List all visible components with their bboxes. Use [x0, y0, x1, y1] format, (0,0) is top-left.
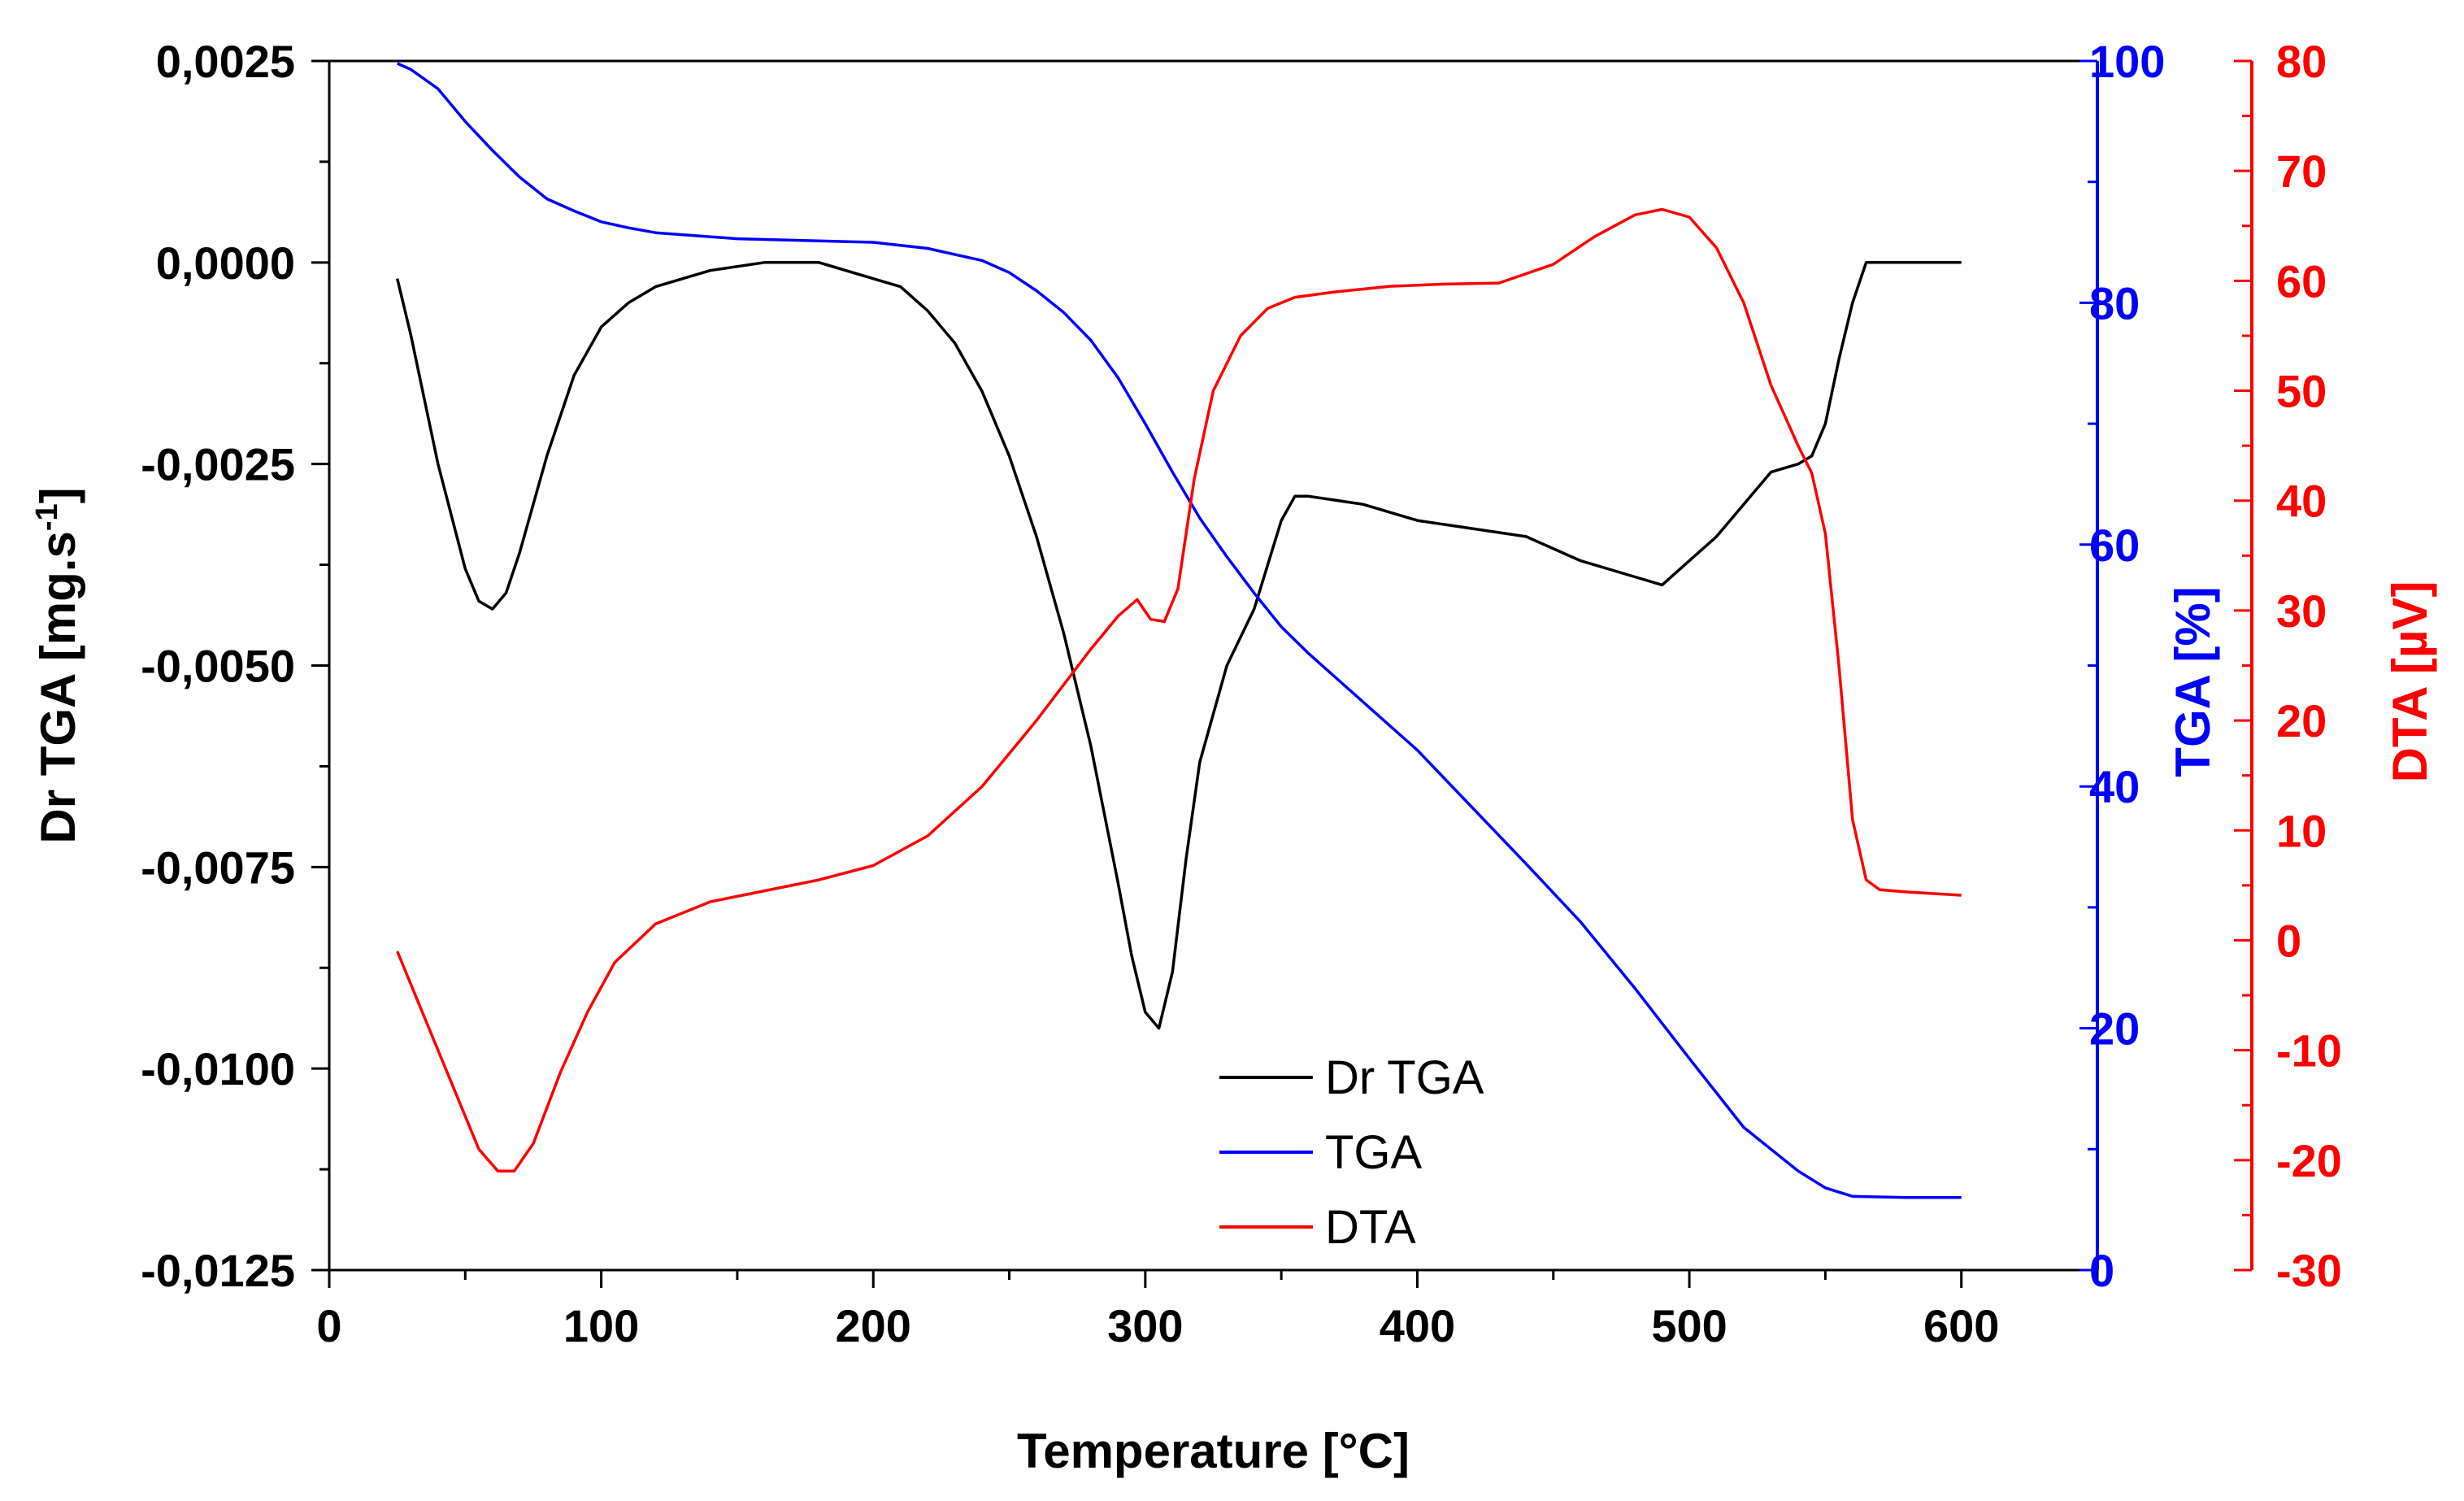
- dta-tick-label: -20: [2276, 1135, 2342, 1186]
- legend: Dr TGA TGA DTA: [1219, 1051, 1484, 1254]
- dr-tga-tick-label: -0,0125: [141, 1245, 295, 1296]
- dta-tick-label: 0: [2276, 915, 2301, 966]
- series-layer: [395, 62, 1962, 1199]
- dr-tga-tick-label: -0,0100: [141, 1043, 295, 1094]
- series-line-dta: [396, 207, 1962, 1173]
- x-axis-title: Temperature [°C]: [1017, 1424, 1410, 1478]
- x-tick-label: 400: [1380, 1300, 1455, 1351]
- dr-tga-tick-label: -0,0050: [141, 641, 295, 692]
- dta-axis-ticks: 80 70 60 50 40 30 20 10 0 -10 -20 -30: [2234, 36, 2342, 1296]
- tga-tick-label: 100: [2089, 36, 2165, 87]
- tga-tick-label: 40: [2089, 761, 2140, 812]
- tga-tick-label: 80: [2089, 277, 2140, 328]
- dr-tga-axis-title-main: Dr TGA [mg.s: [31, 531, 85, 843]
- tga-tick-label: 60: [2089, 520, 2140, 571]
- tga-axis-ticks: 0 20 40 60 80 100: [2079, 36, 2165, 1296]
- x-tick-label: 100: [563, 1300, 639, 1351]
- dta-tick-label: 10: [2276, 805, 2327, 856]
- dta-tick-label: 70: [2276, 146, 2327, 197]
- plot-area: [328, 59, 2253, 1272]
- dta-tick-label: 20: [2276, 695, 2327, 746]
- dr-tga-axis-title: Dr TGA [mg.s-1]: [30, 487, 85, 843]
- dr-tga-axis-title-superscript: -1: [30, 503, 64, 531]
- tga-tick-label: 0: [2089, 1245, 2114, 1296]
- dta-tick-label: 60: [2276, 255, 2327, 307]
- dr-tga-tick-label: 0,0000: [156, 237, 295, 289]
- dr-tga-tick-label: -0,0025: [141, 439, 295, 490]
- dta-tick-label: 30: [2276, 585, 2327, 637]
- x-tick-label: 0: [316, 1300, 341, 1351]
- dr-tga-tick-label: 0,0025: [156, 36, 295, 87]
- legend-label-dta: DTA: [1325, 1201, 1416, 1254]
- x-tick-label: 200: [836, 1300, 911, 1351]
- tga-axis-title: TGA [%]: [2166, 586, 2220, 777]
- dta-tick-label: 80: [2276, 36, 2327, 87]
- dta-tick-label: 50: [2276, 366, 2327, 417]
- series-line-dr-tga: [395, 261, 1962, 1030]
- tga-tick-label: 20: [2089, 1003, 2140, 1055]
- series-line-tga: [396, 62, 1962, 1199]
- x-axis-ticks: 0 100 200 300 400 500 600: [316, 1270, 2099, 1351]
- legend-label-tga: TGA: [1325, 1126, 1423, 1179]
- legend-label-dr-tga: Dr TGA: [1325, 1051, 1484, 1104]
- dta-tick-label: -10: [2276, 1025, 2342, 1077]
- dta-tick-label: -30: [2276, 1245, 2342, 1296]
- dta-tick-label: 40: [2276, 476, 2327, 527]
- dta-axis-title: DTA [µV]: [2383, 581, 2437, 783]
- x-tick-label: 600: [1923, 1300, 1999, 1351]
- x-tick-label: 500: [1651, 1300, 1727, 1351]
- x-tick-label: 300: [1107, 1300, 1183, 1351]
- dr-tga-axis-ticks: 0,0025 0,0000 -0,0025 -0,0050 -0,0075 -0,0100…: [141, 36, 329, 1296]
- dr-tga-tick-label: -0,0075: [141, 842, 295, 893]
- dr-tga-axis-title-end: ]: [31, 487, 85, 503]
